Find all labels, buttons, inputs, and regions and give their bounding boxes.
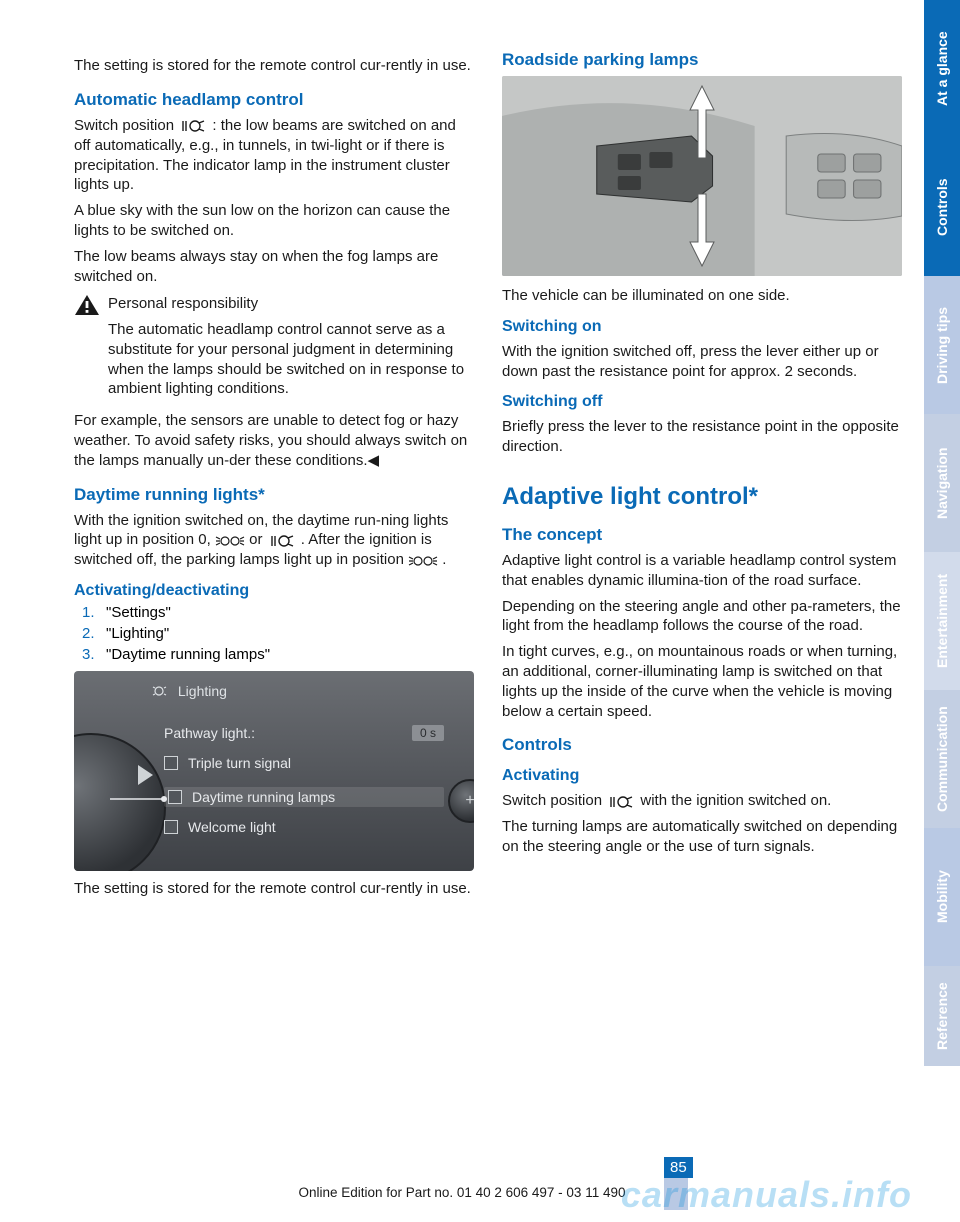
stored-text: The setting is stored for the remote con… (74, 879, 474, 899)
checkbox-icon (168, 790, 182, 804)
warning-icon (74, 294, 100, 316)
tab-reference[interactable]: Reference (924, 966, 960, 1066)
tab-at-a-glance[interactable]: At a glance (924, 0, 960, 138)
tab-navigation[interactable]: Navigation (924, 414, 960, 552)
parking-lamp-icon-2 (408, 551, 438, 571)
idrive-row-label: Welcome light (188, 819, 276, 835)
idrive-screenshot: + Lighting Pathway light.: 0 s Triple turn… (74, 671, 474, 871)
idrive-title: Lighting (152, 683, 227, 699)
heading-drl: Daytime running lights* (74, 485, 474, 505)
idrive-row-label: Daytime running lamps (192, 789, 335, 805)
left-column: The setting is stored for the remote con… (74, 50, 474, 1222)
heading-adaptive-light: Adaptive light control* (502, 483, 902, 511)
tab-mobility[interactable]: Mobility (924, 828, 960, 966)
switching-off-para: Briefly press the lever to the resistanc… (502, 417, 902, 457)
idrive-knob-right: + (448, 779, 474, 823)
warning-title: Personal responsibility (108, 294, 474, 314)
heading-automatic-headlamp: Automatic headlamp control (74, 90, 474, 110)
checkbox-icon (164, 756, 178, 770)
idrive-menu-row[interactable]: Daytime running lamps (164, 787, 444, 807)
up-down-arrow-icon (683, 84, 721, 268)
activating-para-1: Switch position with the ignition switch… (502, 791, 902, 811)
heading-switching-off: Switching off (502, 393, 902, 411)
lever-figure (502, 76, 902, 276)
idrive-row-label: Triple turn signal (188, 755, 291, 771)
tab-driving-tips[interactable]: Driving tips (924, 276, 960, 414)
list-item: 3."Daytime running lamps" (82, 646, 474, 663)
heading-activating: Activating/deactivating (74, 582, 474, 600)
idrive-menu-row[interactable]: Pathway light.: 0 s (164, 725, 444, 741)
heading-controls: Controls (502, 735, 902, 755)
callout-line (110, 789, 170, 809)
section-tabs: At a glanceControlsDriving tipsNavigatio… (924, 0, 960, 1222)
drl-para: With the ignition switched on, the dayti… (74, 511, 474, 571)
heading-activating-2: Activating (502, 767, 902, 785)
heading-switching-on: Switching on (502, 318, 902, 336)
roadside-para: The vehicle can be illuminated on one si… (502, 286, 902, 306)
idrive-row-label: Pathway light.: (164, 725, 255, 741)
warning-body-2: For example, the sensors are unable to d… (74, 411, 474, 470)
list-item: 1."Settings" (82, 604, 474, 621)
idrive-menu-row[interactable]: Welcome light (164, 819, 444, 835)
checkbox-icon (164, 820, 178, 834)
concept-para-3: In tight curves, e.g., on mountainous ro… (502, 642, 902, 721)
parking-lamp-icon (215, 531, 245, 551)
intro-text: The setting is stored for the remote con… (74, 56, 474, 76)
warning-block: Personal responsibility The automatic he… (74, 294, 474, 405)
switching-on-para: With the ignition switched off, press th… (502, 342, 902, 382)
auto-headlamp-icon (178, 116, 208, 136)
right-column: Roadside parking lamps (502, 50, 902, 1222)
heading-roadside: Roadside parking lamps (502, 50, 902, 70)
warning-body: The automatic headlamp control cannot se… (108, 320, 474, 399)
list-item: 2."Lighting" (82, 625, 474, 642)
idrive-row-value: 0 s (412, 725, 444, 741)
auto-para-2: A blue sky with the sun low on the horiz… (74, 201, 474, 241)
heading-concept: The concept (502, 525, 902, 545)
auto-headlamp-icon-3 (606, 791, 636, 811)
tab-entertainment[interactable]: Entertainment (924, 552, 960, 690)
tab-communication[interactable]: Communication (924, 690, 960, 828)
concept-para-1: Adaptive light control is a variable hea… (502, 551, 902, 591)
auto-para-1: Switch position : the low beams are swit… (74, 116, 474, 195)
watermark: carmanuals.info (621, 1174, 912, 1216)
tab-controls[interactable]: Controls (924, 138, 960, 276)
activating-para-2: The turning lamps are automatically swit… (502, 817, 902, 857)
auto-para-3: The low beams always stay on when the fo… (74, 247, 474, 287)
auto-headlamp-icon-2 (267, 531, 297, 551)
idrive-menu-row[interactable]: Triple turn signal (164, 755, 444, 771)
concept-para-2: Depending on the steering angle and othe… (502, 597, 902, 637)
